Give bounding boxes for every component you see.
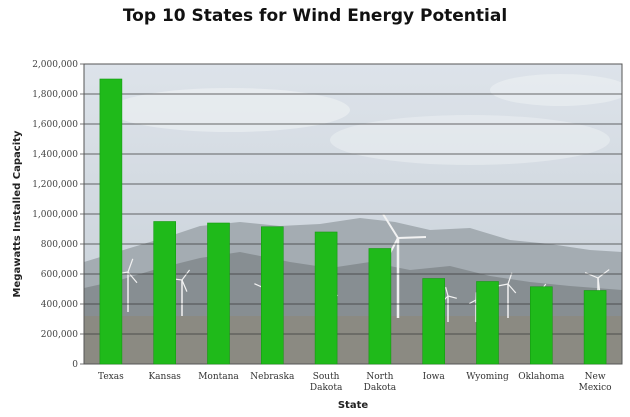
x-axis-title: State bbox=[338, 400, 369, 411]
x-category-label: South Dakota bbox=[310, 372, 343, 393]
bar bbox=[368, 248, 392, 365]
bar bbox=[207, 222, 230, 365]
x-axis-labels: Texas Kansas Montana Nebraska South Dakota Nor… bbox=[98, 372, 612, 393]
y-tick-label: 800,000 bbox=[41, 240, 78, 250]
x-category-label: Kansas bbox=[148, 372, 181, 382]
bar bbox=[99, 78, 123, 365]
y-tick-label: 200,000 bbox=[41, 330, 78, 340]
y-tick-label: 1,600,000 bbox=[32, 120, 78, 130]
bar bbox=[583, 290, 607, 365]
y-tick-label: 1,000,000 bbox=[32, 210, 78, 220]
bar bbox=[314, 231, 338, 365]
y-tick-label: 0 bbox=[72, 360, 78, 370]
y-tick-label: 600,000 bbox=[41, 270, 78, 280]
bar bbox=[422, 278, 446, 365]
y-axis-title: Megawatts Installed Capacity bbox=[12, 130, 23, 297]
x-category-label: Texas bbox=[98, 372, 124, 382]
x-category-label: Iowa bbox=[423, 372, 446, 382]
bar bbox=[260, 226, 284, 365]
x-category-label: Wyoming bbox=[466, 372, 509, 382]
y-tick-label: 1,400,000 bbox=[32, 150, 78, 160]
y-tick-label: 2,000,000 bbox=[32, 60, 78, 70]
x-category-label: Oklahoma bbox=[518, 372, 565, 382]
x-category-label: Montana bbox=[198, 372, 239, 382]
x-category-label: Nebraska bbox=[250, 372, 295, 382]
y-tick-label: 1,200,000 bbox=[32, 180, 78, 190]
y-axis-ticks: 0 200,000 400,000 600,000 800,000 1,000,000 1,… bbox=[32, 60, 84, 370]
bar bbox=[153, 221, 176, 365]
bar bbox=[476, 281, 499, 365]
bars bbox=[99, 78, 607, 365]
x-category-label: North Dakota bbox=[364, 372, 397, 393]
y-tick-label: 400,000 bbox=[41, 300, 78, 310]
y-tick-label: 1,800,000 bbox=[32, 90, 78, 100]
bar bbox=[529, 286, 553, 365]
x-category-label: New Mexico bbox=[579, 372, 612, 393]
chart-title: Top 10 States for Wind Energy Potential bbox=[122, 6, 508, 26]
